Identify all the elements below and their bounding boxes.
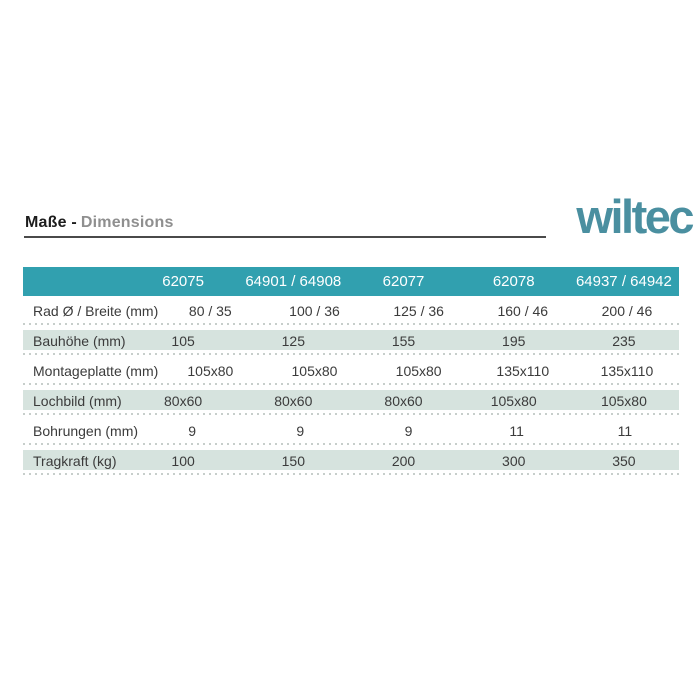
table-cell: 80x60 (384, 393, 423, 409)
table-cell: 160 / 46 (497, 303, 549, 319)
wiltec-logo: wiltec (576, 190, 694, 243)
table-cell: 105x80 (600, 393, 647, 409)
table-row: Bohrungen (mm) 9 9 9 11 11 (23, 416, 679, 446)
column-header: 62078 (492, 273, 535, 290)
table-cell: 135x110 (496, 363, 550, 379)
column-header: 64901 / 64908 (245, 273, 342, 290)
table-cell: 105x80 (395, 363, 442, 379)
table-cell: 105x80 (490, 393, 537, 409)
table-cell: 105x80 (291, 363, 338, 379)
table-cell: 80 / 35 (188, 303, 232, 319)
row-label: Rad Ø / Breite (mm) (33, 303, 159, 319)
table-cell: 200 (391, 453, 416, 469)
table-cell: 135x110 (600, 363, 654, 379)
row-label: Lochbild (mm) (33, 393, 122, 409)
table-cell: 80x60 (164, 393, 203, 409)
table-header-row: 62075 64901 / 64908 62077 62078 64937 / … (23, 267, 679, 296)
page-title: Maße - Dimensions (25, 214, 174, 232)
table-cell: 150 (281, 453, 305, 469)
table-cell: 125 (281, 333, 305, 349)
row-label: Montageplatte (mm) (33, 363, 159, 379)
table-cell: 9 (404, 423, 413, 439)
title-underline (24, 236, 546, 238)
table-cell: 125 / 36 (393, 303, 444, 319)
row-label: Tragkraft (kg) (33, 453, 117, 469)
table-cell: 105 (171, 333, 195, 349)
column-header: 62075 (162, 273, 204, 290)
page-title-secondary: Dimensions (80, 214, 174, 231)
table-cell: 105x80 (187, 363, 234, 379)
table-cell: 195 (502, 333, 526, 349)
dimensions-table: 62075 64901 / 64908 62077 62078 64937 / … (23, 267, 679, 476)
table-cell: 155 (391, 333, 416, 349)
table-cell: 100 (171, 453, 195, 469)
column-header: 62077 (382, 273, 425, 290)
row-label: Bauhöhe (mm) (33, 333, 126, 349)
column-header: 64937 / 64942 (575, 273, 672, 290)
table-row: Lochbild (mm) 80x60 80x60 80x60 105x80 1… (23, 386, 679, 416)
table-cell: 300 (502, 453, 526, 469)
table-cell: 9 (296, 423, 305, 439)
table-row: Rad Ø / Breite (mm) 80 / 35 100 / 36 125… (23, 296, 679, 326)
page-title-primary: Maße - (25, 214, 77, 231)
table-row: Montageplatte (mm) 105x80 105x80 105x80 … (23, 356, 679, 386)
table-cell: 9 (188, 423, 197, 439)
table-cell: 80x60 (274, 393, 313, 409)
table-cell: 235 (612, 333, 636, 349)
table-cell: 11 (509, 423, 524, 439)
table-row: Bauhöhe (mm) 105 125 155 195 235 (23, 326, 679, 356)
table-cell: 350 (612, 453, 636, 469)
row-label: Bohrungen (mm) (33, 423, 139, 439)
table-row: Tragkraft (kg) 100 150 200 300 350 (23, 446, 679, 476)
table-cell: 100 / 36 (289, 303, 340, 319)
table-cell: 200 / 46 (601, 303, 653, 319)
table-cell: 11 (617, 423, 633, 439)
